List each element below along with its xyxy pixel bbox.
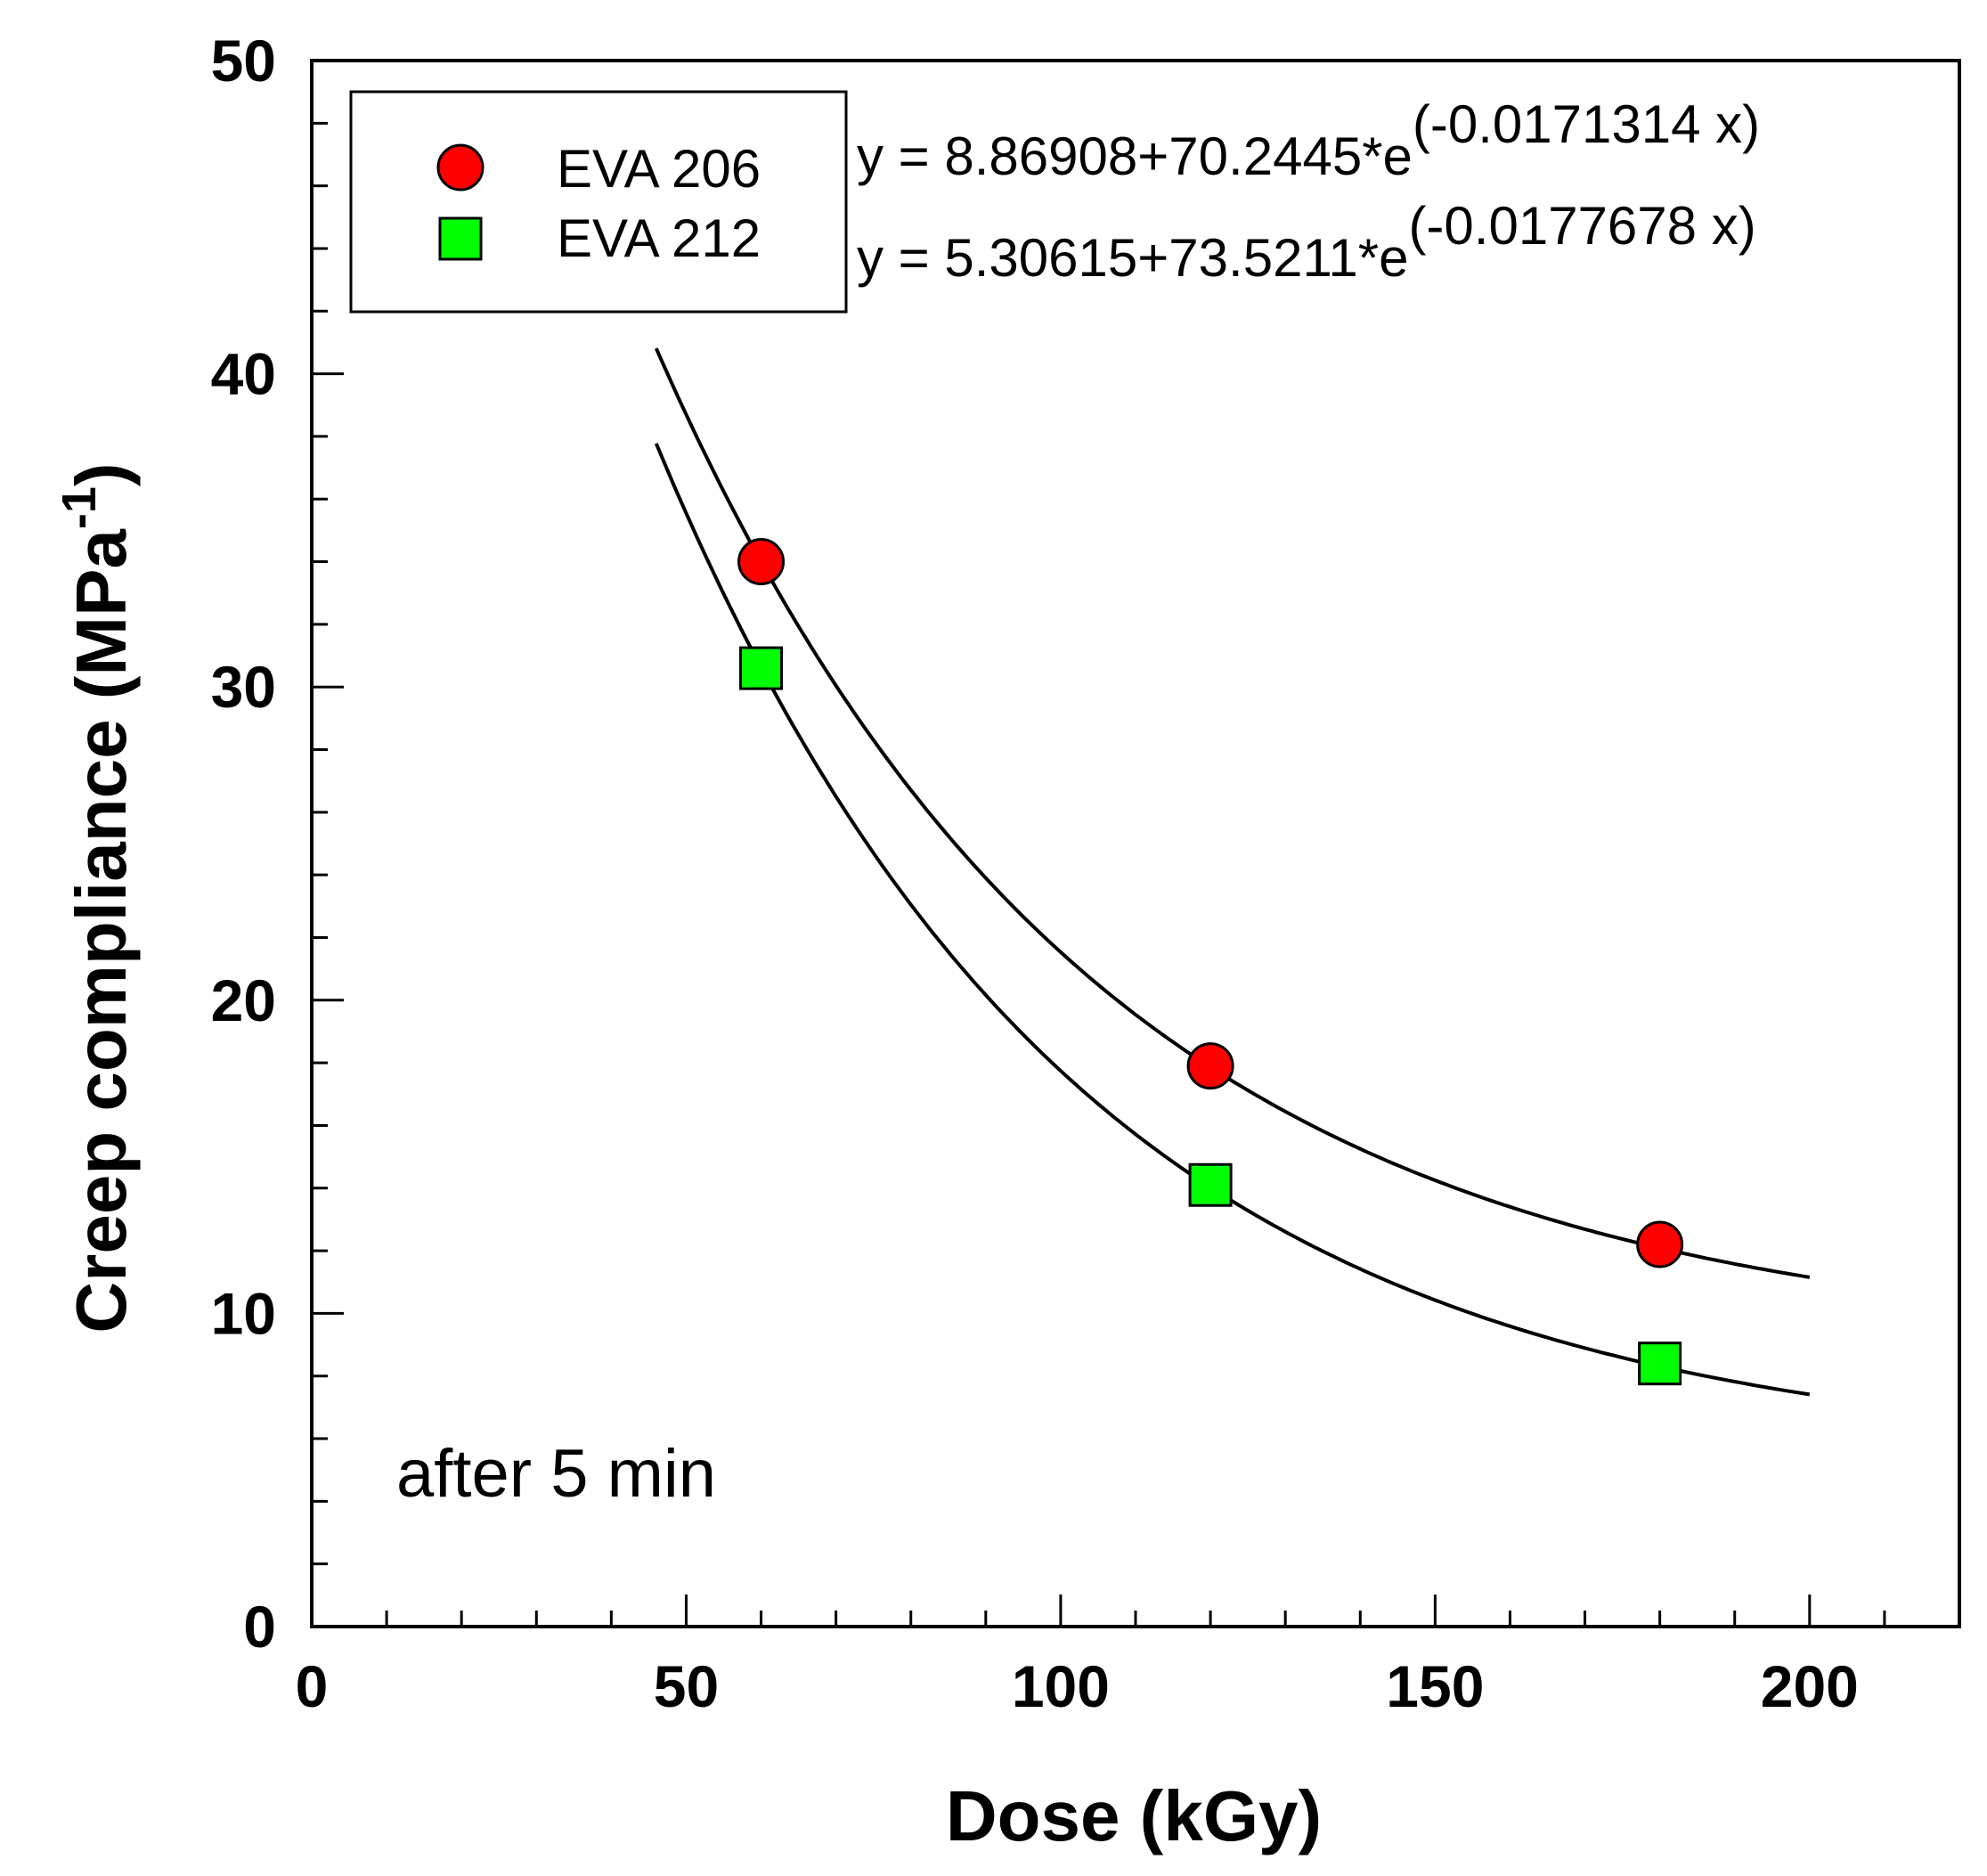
- legend-marker-eva206: [436, 143, 485, 192]
- equation-eva206-exponent: (-0.0171314 x): [1413, 94, 1760, 154]
- x-tick-label: 150: [1386, 1653, 1484, 1719]
- y-axis-title-main: Creep compliance (MPa: [61, 529, 141, 1334]
- data-point-eva-206: [1636, 1220, 1684, 1268]
- data-points: [737, 538, 1684, 1386]
- y-axis-title-close: ): [61, 462, 141, 486]
- y-tick-label: 10: [211, 1280, 276, 1346]
- y-axis-title-superscript: -1: [53, 486, 106, 529]
- x-tick-label: 200: [1761, 1653, 1859, 1719]
- annotation-after-5-min: after 5 min: [396, 1436, 716, 1512]
- legend-marker-eva212: [438, 216, 483, 261]
- data-point-eva-212: [1188, 1162, 1233, 1207]
- legend-label-eva212: EVA 212: [557, 208, 761, 268]
- fit-equations: y = 8.86908+70.2445*e(-0.0171314 x) y = …: [857, 94, 1760, 288]
- x-tick-label: 50: [654, 1653, 719, 1719]
- equation-eva212-base: y = 5.30615+73.5211*e: [857, 228, 1408, 288]
- x-tick-label: 100: [1012, 1653, 1110, 1719]
- data-point-eva-212: [1638, 1342, 1682, 1386]
- equation-eva212: y = 5.30615+73.5211*e(-0.0177678 x): [857, 196, 1756, 288]
- data-point-eva-212: [739, 646, 784, 690]
- y-tick-label: 30: [211, 654, 276, 720]
- axes: 0 50 100 150 200 0 10 20 30 40 50: [211, 28, 1961, 1719]
- equation-eva206-base: y = 8.86908+70.2445*e: [857, 126, 1413, 186]
- data-point-eva-206: [1186, 1042, 1234, 1090]
- x-tick-label: 0: [296, 1653, 329, 1719]
- legend-label-eva206: EVA 206: [557, 139, 761, 199]
- equation-eva206: y = 8.86908+70.2445*e(-0.0171314 x): [857, 94, 1760, 186]
- y-axis-title: Creep compliance (MPa-1): [53, 462, 141, 1333]
- fit-curve-eva-212: [654, 443, 1811, 1397]
- data-point-eva-206: [737, 538, 786, 586]
- x-axis-title: Dose (kGy): [946, 1776, 1322, 1856]
- y-tick-label: 40: [211, 341, 276, 407]
- legend: EVA 206 EVA 212: [349, 90, 848, 314]
- y-tick-label: 20: [211, 967, 276, 1033]
- legend-box: [349, 90, 848, 314]
- y-tick-label: 50: [211, 28, 276, 94]
- y-tick-label: 0: [243, 1594, 276, 1660]
- fit-curve-eva-206: [654, 347, 1811, 1279]
- equation-eva212-exponent: (-0.0177678 x): [1408, 196, 1755, 256]
- fit-curves: [654, 347, 1811, 1397]
